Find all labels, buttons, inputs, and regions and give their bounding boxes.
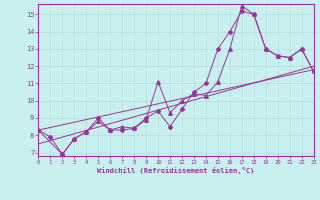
X-axis label: Windchill (Refroidissement éolien,°C): Windchill (Refroidissement éolien,°C) [97, 167, 255, 174]
